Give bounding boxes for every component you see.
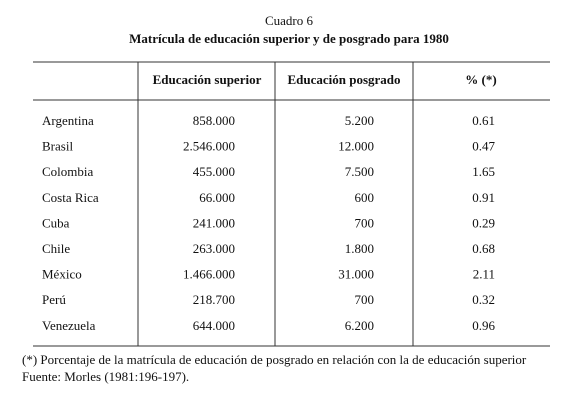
cell: 1.466.000 xyxy=(183,267,235,282)
cell: 0.68 xyxy=(472,241,495,256)
cell: 0.47 xyxy=(472,139,495,154)
cell: 0.91 xyxy=(472,190,495,205)
column-header: % (*) xyxy=(465,72,496,87)
cell: 263.000 xyxy=(193,241,235,256)
footnote: (*) Porcentaje de la matrícula de educac… xyxy=(22,352,527,367)
cell: 455.000 xyxy=(193,164,235,179)
cell: 644.000 xyxy=(193,318,235,333)
cell: 858.000 xyxy=(193,113,235,128)
row-label: Chile xyxy=(42,241,70,256)
column-header: Educación superior xyxy=(153,72,262,87)
row-label: México xyxy=(42,267,82,282)
cell: 7.500 xyxy=(345,164,374,179)
row-label: Venezuela xyxy=(42,318,96,333)
footnote: Fuente: Morles (1981:196-197). xyxy=(22,369,189,384)
cell: 0.29 xyxy=(472,215,495,230)
row-label: Cuba xyxy=(42,215,70,230)
cell: 2.11 xyxy=(473,267,495,282)
cell: 6.200 xyxy=(345,318,374,333)
table-label: Cuadro 6 xyxy=(265,13,314,28)
cell: 0.32 xyxy=(472,292,495,307)
cell: 2.546.000 xyxy=(183,139,235,154)
column-header: Educación posgrado xyxy=(287,72,400,87)
cell: 700 xyxy=(355,215,375,230)
cell: 600 xyxy=(355,190,375,205)
row-label: Costa Rica xyxy=(42,190,99,205)
cell: 0.96 xyxy=(472,318,495,333)
row-label: Brasil xyxy=(42,139,73,154)
cell: 218.700 xyxy=(193,292,235,307)
cell: 241.000 xyxy=(193,215,235,230)
row-label: Perú xyxy=(42,292,66,307)
table-title: Matrícula de educación superior y de pos… xyxy=(129,31,449,46)
row-label: Argentina xyxy=(42,113,94,128)
cell: 66.000 xyxy=(199,190,235,205)
cell: 31.000 xyxy=(338,267,374,282)
cell: 700 xyxy=(355,292,375,307)
cell: 5.200 xyxy=(345,113,374,128)
cell: 1.65 xyxy=(472,164,495,179)
cell: 0.61 xyxy=(472,113,495,128)
cell: 1.800 xyxy=(345,241,374,256)
row-label: Colombia xyxy=(42,164,94,179)
cell: 12.000 xyxy=(338,139,374,154)
